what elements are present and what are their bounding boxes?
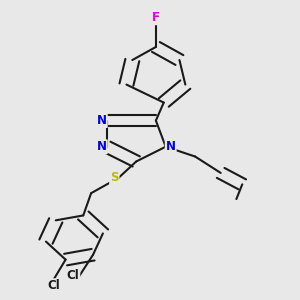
Text: N: N <box>166 140 176 153</box>
Text: Cl: Cl <box>47 279 60 292</box>
Text: N: N <box>97 114 107 127</box>
Text: F: F <box>152 11 160 24</box>
Text: N: N <box>97 140 107 153</box>
Text: S: S <box>110 171 118 184</box>
Text: Cl: Cl <box>67 269 79 283</box>
